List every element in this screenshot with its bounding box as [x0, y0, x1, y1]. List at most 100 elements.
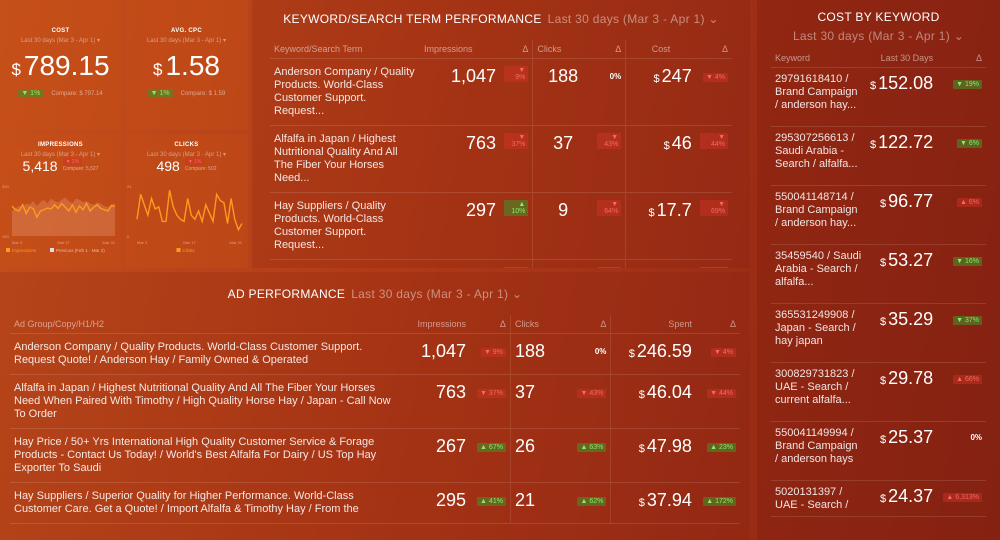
delta-badge: ▼ 16%: [953, 257, 982, 266]
keyword-table: Keyword/Search Term Impressions Δ Clicks…: [270, 40, 732, 268]
amount: 29.78: [888, 368, 934, 388]
table-row[interactable]: Hay Suppliers / Quality Products. World-…: [270, 192, 732, 260]
cost-by-keyword-table: Keyword Last 30 Days Δ 29791618410 / Bra…: [771, 49, 986, 517]
clicks-delta: ▼ 1%: [184, 158, 205, 166]
clicks-value: 21: [532, 259, 593, 268]
col-clicks-delta[interactable]: Δ: [592, 40, 626, 59]
clicks-date-range[interactable]: Last 30 days (Mar 3 - Apr 1) ▾: [146, 152, 227, 158]
delta-badge: ▼ 37%: [477, 389, 506, 398]
table-row[interactable]: 29791618410 / Brand Campaign / anderson …: [771, 67, 986, 127]
amount: 25.37: [888, 427, 934, 447]
y-axis-min: 100: [2, 234, 9, 239]
currency: $: [880, 198, 887, 210]
table-row[interactable]: 550041149994 / Brand Campaign / anderson…: [771, 421, 986, 481]
cost-value: $152.08: [866, 68, 937, 126]
delta-badge: ▼ 4%: [703, 73, 728, 82]
cost-compare: Compare: $ 797.14: [51, 90, 103, 97]
clicks-compare: Compare: 502: [184, 166, 217, 172]
legend-label: Previous (Feb 1 - Mar 2): [56, 248, 105, 253]
delta-badge: ▼ 64%: [596, 200, 622, 216]
table-row[interactable]: 365531249908 / Japan - Search / hay japa…: [771, 303, 986, 363]
col-spent-delta[interactable]: Δ: [695, 315, 740, 334]
col-delta[interactable]: Δ: [937, 49, 986, 68]
impressions-value: 295: [420, 259, 500, 268]
delta-badge: ▼ 19%: [953, 80, 982, 89]
col-ad-group[interactable]: Ad Group/Copy/H1/H2: [10, 315, 400, 334]
table-row[interactable]: 5020131397 / UAE - Search / $24.37 ▲ 6,3…: [771, 480, 986, 517]
col-clicks-delta[interactable]: Δ: [570, 315, 611, 334]
cost-tile: COST Last 30 days (Mar 3 - Apr 1) ▾ $789…: [0, 0, 121, 130]
clicks-line-chart: 24 0 Mar 3 Mar 17 Mar 31 Clicks: [127, 184, 243, 253]
amount: 152.08: [878, 73, 934, 93]
keyword-label: 295307256613 / Saudi Arabia - Search / a…: [775, 132, 858, 170]
series-line: [136, 190, 243, 232]
cpc-compare: Compare: $ 1.59: [180, 90, 226, 97]
currency: $: [880, 434, 887, 446]
table-row[interactable]: Hay Price / 50+ Yrs International High Q…: [10, 428, 740, 483]
col-clicks[interactable]: Clicks: [509, 315, 571, 334]
col-keyword[interactable]: Keyword: [771, 49, 866, 68]
cost-delta-badge: ▼ 1%: [18, 89, 44, 98]
row-label: Alfalfa in Japan / Highest Nutritional Q…: [270, 125, 420, 193]
currency: $: [628, 348, 635, 360]
table-row[interactable]: 300829731823 / UAE - Search / current al…: [771, 362, 986, 422]
row-label: Alfalfa in Japan / Highest Nutritional Q…: [10, 374, 400, 429]
cost-value: $46.04: [610, 374, 696, 429]
delta-badge: 0%: [609, 72, 622, 81]
cost-value: $53.27: [866, 245, 937, 303]
impressions-value: 1,047: [400, 333, 470, 375]
keyword-performance-header: KEYWORD/SEARCH TERM PERFORMANCE Last 30 d…: [270, 12, 732, 26]
currency: $: [638, 389, 645, 401]
cost-date-range[interactable]: Last 30 days (Mar 3 - Apr 1) ▾: [20, 38, 101, 44]
table-row[interactable]: 295307256613 / Saudi Arabia - Search / a…: [771, 126, 986, 186]
cpc-date-range[interactable]: Last 30 days (Mar 3 - Apr 1) ▾: [146, 38, 227, 44]
delta-badge: ▲ 172%: [703, 497, 736, 506]
col-impressions[interactable]: Impressions: [400, 315, 470, 334]
currency: $: [880, 493, 887, 505]
col-impressions-delta[interactable]: Δ: [470, 315, 511, 334]
col-cost[interactable]: Cost: [625, 40, 696, 59]
table-row[interactable]: Anderson Company / Quality Products. Wor…: [270, 58, 732, 126]
col-cost-delta[interactable]: Δ: [695, 40, 732, 59]
delta-badge: ▼ 6%: [957, 139, 982, 148]
table-row[interactable]: 550041148714 / Brand Campaign / anderson…: [771, 185, 986, 245]
currency: $: [870, 80, 877, 92]
col-impressions[interactable]: Impressions: [420, 40, 500, 59]
delta-badge: ▼ 43%: [596, 133, 622, 149]
currency: $: [11, 60, 21, 79]
value: 1.58: [165, 50, 220, 81]
impressions-delta: ▼ 2%: [62, 158, 83, 166]
col-last-30-days[interactable]: Last 30 Days: [866, 49, 938, 68]
table-row[interactable]: Anderson Company / Quality Products. Wor…: [10, 333, 740, 375]
delta-badge: ▲ 41%: [477, 497, 506, 506]
cost-value: $247: [625, 58, 696, 126]
ad-performance-header: AD PERFORMANCE Last 30 days (Mar 3 - Apr …: [10, 287, 740, 301]
keyword-label: 365531249908 / Japan - Search / hay japa…: [775, 309, 856, 347]
amount: 24.37: [888, 486, 934, 506]
cost-title: COST: [51, 28, 70, 34]
col-spent[interactable]: Spent: [610, 315, 696, 334]
date-range-dropdown[interactable]: Last 30 days (Mar 3 - Apr 1) ⌄: [547, 12, 719, 26]
amount: 122.72: [878, 132, 934, 152]
table-row[interactable]: 35459540 / Saudi Arabia - Search / alfal…: [771, 244, 986, 304]
date-range-dropdown[interactable]: Last 30 days (Mar 3 - Apr 1) ⌄: [351, 287, 523, 301]
clicks-value: 188: [532, 58, 593, 126]
cpc-delta-badge: ▼ 1%: [147, 89, 173, 98]
previous-period-area: [12, 197, 115, 236]
date-range-dropdown[interactable]: Last 30 days (Mar 3 - Apr 1) ⌄: [792, 29, 965, 43]
amount: 17.7: [656, 200, 692, 220]
panel-title: AD PERFORMANCE: [227, 287, 346, 301]
col-clicks[interactable]: Clicks: [532, 40, 593, 59]
delta-badge: ▼ 43%: [577, 389, 607, 398]
table-row[interactable]: Alfalfa in Japan / Highest Nutritional Q…: [270, 125, 732, 193]
table-row[interactable]: Hay Suppliers / Superior 295 ▲ 41% 21 ▲ …: [270, 259, 732, 268]
delta-badge: ▼ 37%: [953, 316, 982, 325]
table-row[interactable]: Hay Suppliers / Superior Quality for Hig…: [10, 482, 740, 524]
table-row[interactable]: Alfalfa in Japan / Highest Nutritional Q…: [10, 374, 740, 429]
cost-value: $789.15: [0, 50, 121, 82]
cost-by-keyword-title: COST BY KEYWORD: [817, 10, 940, 24]
clicks-value: 21: [509, 482, 571, 524]
impressions-date-range[interactable]: Last 30 days (Mar 3 - Apr 1) ▾: [20, 152, 101, 158]
col-keyword[interactable]: Keyword/Search Term: [270, 40, 420, 59]
col-impressions-delta[interactable]: Δ: [500, 40, 533, 59]
